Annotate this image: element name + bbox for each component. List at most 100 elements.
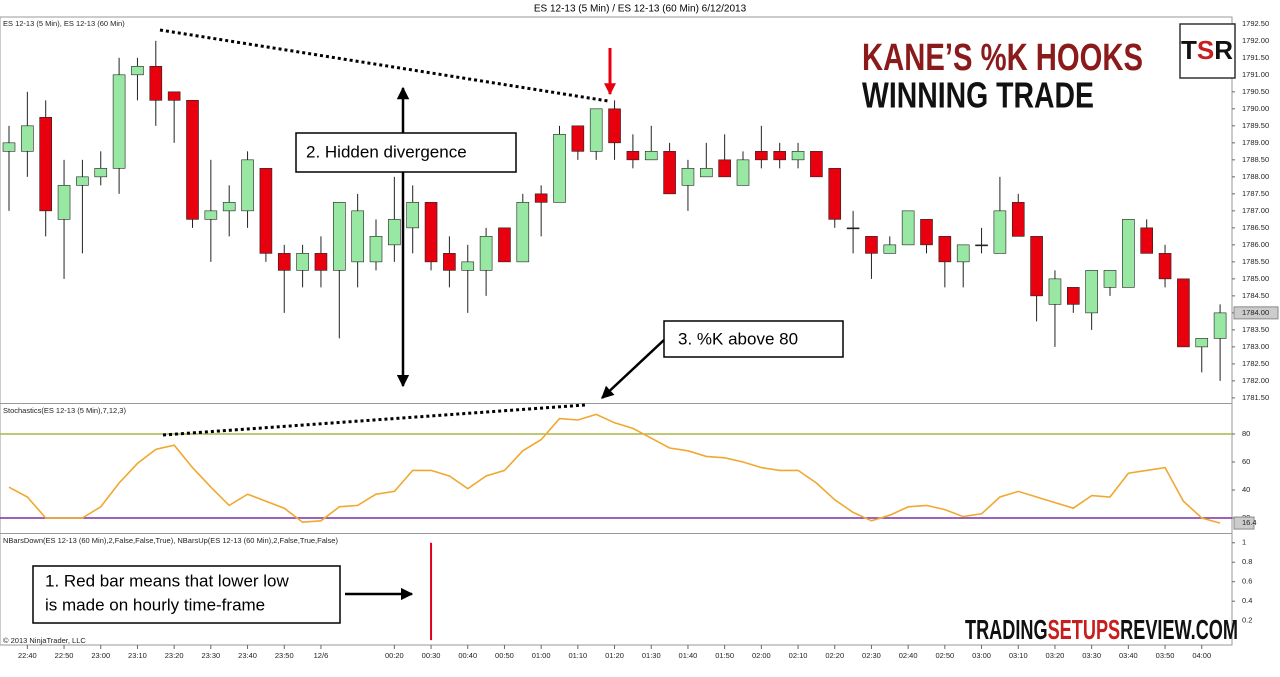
- candle-body: [39, 117, 53, 212]
- candle-body: [332, 202, 346, 271]
- candle-body: [1030, 236, 1043, 297]
- y-tick-label: 1789.00: [1242, 138, 1269, 147]
- y-tick-label: 1785.50: [1242, 257, 1269, 266]
- x-tick-label: 00:20: [385, 651, 404, 660]
- candle-body: [1048, 278, 1062, 305]
- panel-label: ES 12-13 (5 Min), ES 12-13 (60 Min): [3, 19, 125, 28]
- y-tick-label: 1781.50: [1242, 393, 1269, 402]
- watermark-part: SETUPS: [1048, 614, 1121, 645]
- candle-body: [314, 253, 328, 271]
- callout-box: [663, 320, 844, 358]
- x-tick-label: 00:40: [458, 651, 477, 660]
- y-tick-label: 1786.50: [1242, 223, 1269, 232]
- candle-body: [975, 244, 988, 247]
- panel-label: NBarsDown(ES 12-13 (60 Min),2,False,Fals…: [3, 536, 338, 545]
- y-tick-label: 1790.00: [1242, 104, 1269, 113]
- y-tick-label: 1788.50: [1242, 155, 1269, 164]
- x-tick-label: 01:40: [679, 651, 698, 660]
- candle-body: [369, 236, 383, 263]
- candle-body: [241, 159, 254, 212]
- x-tick-label: 03:30: [1082, 651, 1101, 660]
- x-tick-label: 01:50: [715, 651, 734, 660]
- y-tick-label: 1789.50: [1242, 121, 1269, 130]
- candle-body: [1158, 253, 1172, 280]
- watermark-part: TRADING: [965, 614, 1048, 645]
- logo-box: [1179, 23, 1236, 79]
- candle-body: [828, 168, 842, 220]
- candle-body: [1195, 338, 1209, 348]
- candle-body: [791, 151, 805, 161]
- candle-body: [865, 236, 878, 254]
- candle-body: [406, 202, 420, 229]
- candle-body: [736, 159, 750, 186]
- y-tick-label: 1791.00: [1242, 70, 1269, 79]
- y-tick-label: 1786.00: [1242, 240, 1269, 249]
- candle-body: [222, 202, 236, 212]
- x-tick-label: 01:30: [642, 651, 661, 660]
- x-tick-label: 23:30: [201, 651, 220, 660]
- y-tick-label: 0.8: [1242, 557, 1252, 566]
- y-tick-label: 1792.50: [1242, 19, 1269, 28]
- x-tick-label: 03:20: [1046, 651, 1065, 660]
- y-tick-label: 0.2: [1242, 616, 1252, 625]
- logo-part: S: [1197, 35, 1214, 65]
- candle-body: [204, 210, 218, 220]
- candle-body: [1067, 287, 1080, 305]
- y-tick-label: 1787.50: [1242, 189, 1269, 198]
- last-value-box: [1233, 516, 1255, 530]
- chart-title: ES 12-13 (5 Min) / ES 12-13 (60 Min) 6/1…: [534, 4, 747, 15]
- x-tick-label: 23:10: [128, 651, 147, 660]
- x-tick-label: 02:00: [752, 651, 771, 660]
- x-tick-label: 02:20: [825, 651, 844, 660]
- candle-body: [76, 176, 89, 186]
- candle-body: [846, 227, 860, 230]
- y-tick-label: 0.6: [1242, 577, 1252, 586]
- candle-body: [186, 100, 199, 220]
- y-tick-label: 1782.50: [1242, 359, 1269, 368]
- candle-body: [21, 125, 34, 152]
- panel-label: Stochastics(ES 12-13 (5 Min),7,12,3): [3, 406, 126, 415]
- logo: TSR: [1181, 35, 1233, 65]
- y-tick-label: 60: [1242, 457, 1250, 466]
- headline: WINNING TRADE: [862, 75, 1094, 116]
- candle-body: [424, 202, 438, 263]
- x-tick-label: 03:50: [1156, 651, 1175, 660]
- candle-body: [498, 227, 511, 263]
- callout-text: 3. %K above 80: [678, 329, 798, 348]
- y-tick-label: 1788.00: [1242, 172, 1269, 181]
- x-tick-label: 00:30: [422, 651, 441, 660]
- x-tick-label: 01:20: [605, 651, 624, 660]
- candle-body: [277, 253, 291, 271]
- candle-body: [131, 66, 144, 76]
- candle-body: [259, 168, 273, 254]
- x-tick-label: 02:30: [862, 651, 881, 660]
- candle-body: [644, 151, 658, 161]
- candle-body: [479, 236, 493, 271]
- candle-body: [755, 151, 768, 161]
- logo-part: T: [1181, 35, 1197, 65]
- watermark-part: REVIEW.COM: [1120, 614, 1238, 645]
- candle-body: [388, 219, 401, 246]
- candle-body: [663, 151, 676, 195]
- marks: ES 12-13 (5 Min), ES 12-13 (60 Min) 1781.…: [0, 19, 1279, 660]
- candle-body: [1011, 202, 1025, 237]
- x-tick-label: 03:10: [1009, 651, 1028, 660]
- candle-body: [2, 142, 16, 152]
- callout-box: [295, 132, 517, 173]
- callout-text: 2. Hidden divergence: [306, 142, 467, 161]
- y-tick-label: 1783.00: [1242, 342, 1269, 351]
- candle-body: [112, 74, 126, 169]
- x-tick-label: 01:00: [532, 651, 551, 660]
- candle-body: [1140, 227, 1153, 254]
- candle-body: [94, 168, 108, 178]
- headline: KANE’S %K HOOKS: [862, 37, 1143, 79]
- callout-text: is made on hourly time-frame: [45, 595, 265, 614]
- candle-body: [1213, 312, 1227, 339]
- y-tick-label: 1787.00: [1242, 206, 1269, 215]
- candle-body: [1177, 278, 1190, 348]
- candle-body: [516, 202, 530, 263]
- candle-body: [626, 151, 640, 161]
- y-tick-label: 1783.50: [1242, 325, 1269, 334]
